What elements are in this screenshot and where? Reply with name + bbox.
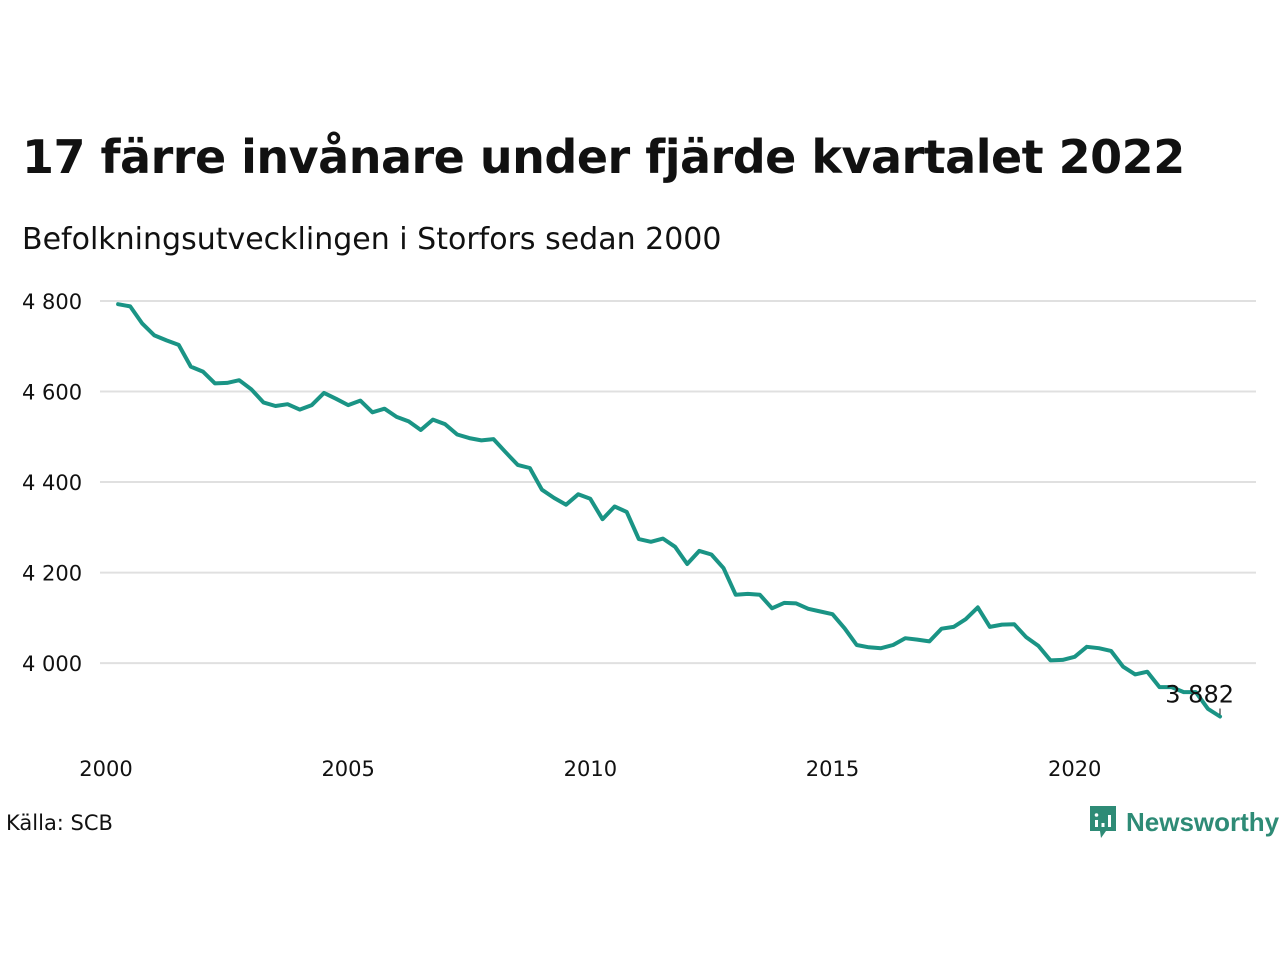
y-tick-label: 4 800 [22,290,82,314]
x-tick-label: 2005 [321,757,374,781]
y-tick-label: 4 000 [22,652,82,676]
x-tick-label: 2010 [564,757,617,781]
data-label-layer: 3 882 [1165,681,1234,715]
y-axis-tick-labels: 4 000 4 200 4 400 4 600 4 800 [22,290,82,676]
chart-subtitle: Befolkningsutvecklingen i Storfors sedan… [22,222,722,257]
y-tick-label: 4 200 [22,562,82,586]
end-value-label: 3 882 [1165,681,1234,709]
chart-title: 17 färre invånare under fjärde kvartalet… [22,130,1185,184]
x-tick-label: 2020 [1048,757,1101,781]
x-axis-tick-labels: 2000 2005 2010 2015 2020 [79,757,1101,781]
x-tick-label: 2015 [806,757,859,781]
brand-name: Newsworthy [1126,806,1280,837]
series-layer [116,302,1222,719]
source-note: Källa: SCB [6,811,113,835]
brand-logo: Newsworthy [1088,804,1279,840]
newsworthy-logo-icon [1090,806,1116,838]
y-tick-label: 4 400 [22,471,82,495]
series-line [116,302,1222,719]
x-tick-label: 2000 [79,757,132,781]
gridlines [100,300,1256,665]
y-tick-label: 4 600 [22,381,82,405]
